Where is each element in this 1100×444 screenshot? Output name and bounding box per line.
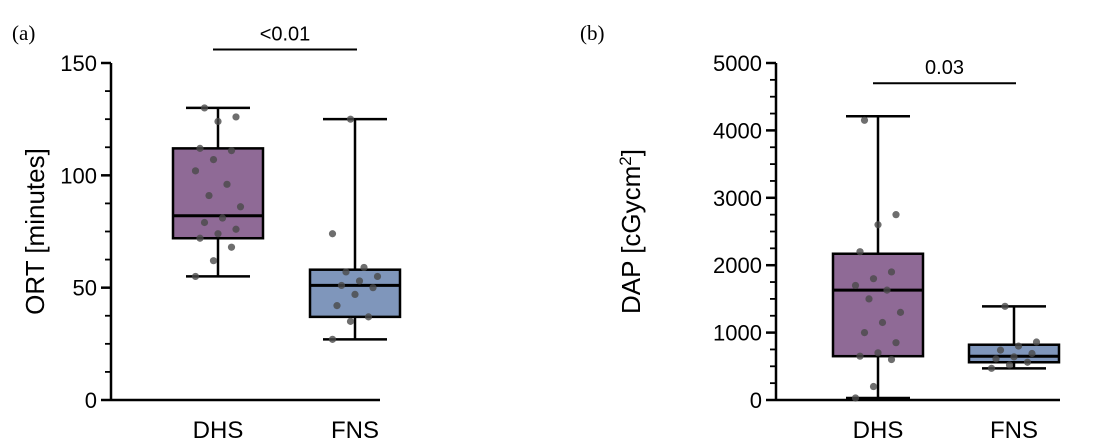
y-tick-label: 2000 <box>713 253 762 278</box>
data-point <box>856 352 864 360</box>
data-point <box>878 318 887 327</box>
x-category-label: FNS <box>331 417 379 444</box>
data-point <box>346 115 355 123</box>
data-point <box>874 221 882 229</box>
data-point <box>236 203 245 211</box>
data-point <box>892 211 900 219</box>
data-point <box>869 382 878 391</box>
data-point <box>1028 349 1036 358</box>
data-point <box>200 218 209 227</box>
data-point <box>223 180 231 188</box>
x-category-label: DHS <box>853 417 904 444</box>
y-tick-label: 0 <box>85 388 97 413</box>
data-point <box>874 349 882 357</box>
data-point <box>896 308 905 316</box>
box-dhs <box>171 104 265 281</box>
data-point <box>342 268 350 276</box>
y-axis-title: ORT [minutes] <box>20 148 50 315</box>
y-axis-title: DAP [cGycm2] <box>616 149 647 314</box>
y-tick-label: 1000 <box>713 321 762 346</box>
data-point <box>992 355 1000 363</box>
data-point <box>987 364 996 372</box>
data-point <box>333 302 341 310</box>
y-tick-label: 50 <box>73 276 97 301</box>
y-tick-label: 150 <box>60 51 97 76</box>
data-point <box>892 339 900 347</box>
data-point <box>851 281 860 290</box>
data-point <box>209 257 218 265</box>
data-point <box>227 147 236 155</box>
panel-label: (a) <box>12 21 35 45</box>
box-fns <box>308 115 402 343</box>
data-point <box>191 272 200 281</box>
y-tick-label: 3000 <box>713 186 762 211</box>
chart-panel-2: (b) 0 1000 2000 3000 4000 5000 DAP [cGycm2] DHS F… <box>580 21 1061 444</box>
y-tick-label: 5000 <box>713 51 762 76</box>
data-point <box>1023 358 1032 366</box>
iqr-box <box>831 252 925 358</box>
data-point <box>369 284 377 292</box>
iqr-box <box>171 147 265 240</box>
y-tick-label: 100 <box>60 163 97 188</box>
data-point <box>364 313 373 321</box>
data-point <box>373 272 382 281</box>
y-tick-label: 0 <box>750 388 762 413</box>
chart-panel-1: (a) 0 50 100 150 ORT [minutes] DHS FNS <0.01 <box>12 21 402 444</box>
panel-label: (b) <box>580 21 605 45</box>
data-point <box>1032 338 1041 346</box>
data-point <box>887 355 896 364</box>
data-point <box>1014 342 1023 350</box>
x-category-label: DHS <box>193 417 244 444</box>
data-point <box>337 281 346 290</box>
data-point <box>1005 361 1014 369</box>
data-point <box>205 191 213 200</box>
data-point <box>200 104 209 112</box>
data-point <box>328 335 337 343</box>
box-dhs <box>831 114 925 402</box>
data-point <box>851 394 860 402</box>
data-point <box>351 290 359 299</box>
data-point <box>227 243 236 251</box>
data-point <box>355 277 364 285</box>
data-point <box>346 317 355 325</box>
y-tick-label: 4000 <box>713 118 762 143</box>
data-point <box>1010 353 1018 361</box>
data-point <box>856 248 864 256</box>
data-point <box>209 156 218 164</box>
data-point <box>328 230 337 238</box>
data-point <box>865 295 873 303</box>
data-point <box>996 346 1005 354</box>
data-point <box>218 214 227 222</box>
data-point <box>232 225 240 233</box>
data-point <box>869 275 878 283</box>
data-point <box>214 230 222 238</box>
data-point <box>860 329 869 337</box>
data-point <box>360 263 368 272</box>
data-point <box>196 234 204 242</box>
x-category-label: FNS <box>990 417 1038 444</box>
data-point <box>232 113 240 121</box>
data-point <box>883 286 891 294</box>
data-point <box>860 116 869 124</box>
data-point <box>196 144 204 152</box>
data-point <box>214 117 222 126</box>
data-point <box>1001 302 1009 310</box>
significance-label: <0.01 <box>260 24 311 46</box>
data-point <box>887 268 896 276</box>
data-point <box>191 167 200 175</box>
significance-label: 0.03 <box>925 57 964 79</box>
box-fns <box>967 302 1061 372</box>
